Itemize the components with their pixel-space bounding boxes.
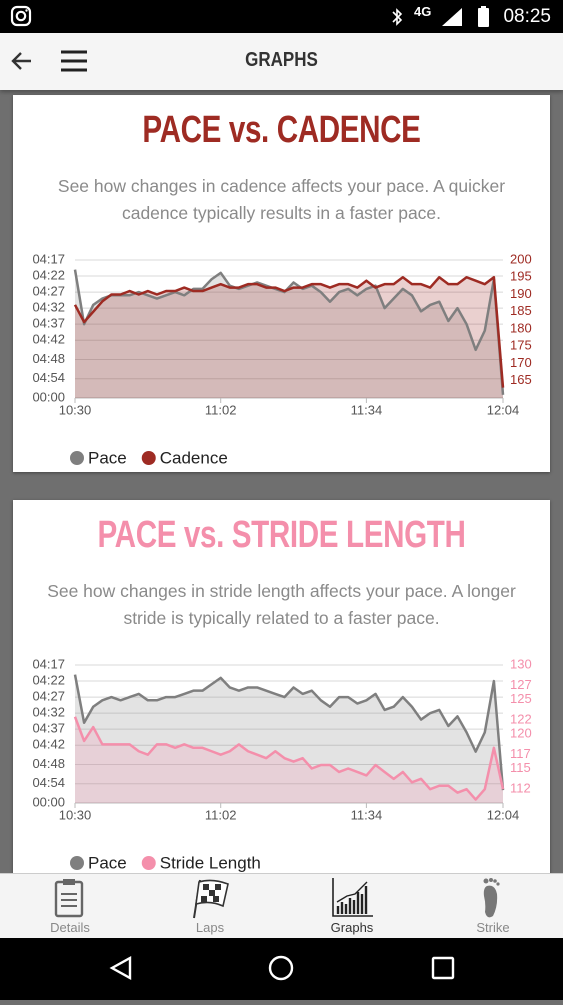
nav-strike[interactable]: Strike <box>423 874 563 938</box>
app-header: GRAPHS <box>0 33 563 90</box>
y2-tick-label: 165 <box>510 372 532 387</box>
y-tick-label: 00:00 <box>32 389 65 404</box>
legend-swatch <box>141 856 156 870</box>
chart-title: PACE vs. STRIDE LENGTH <box>97 514 466 556</box>
chart-title: PACE vs. CADENCE <box>142 109 421 151</box>
y-tick-label: 04:42 <box>32 737 65 752</box>
nav-details[interactable]: Details <box>0 874 140 938</box>
system-nav <box>0 937 563 1000</box>
y2-tick-label: 115 <box>510 760 531 775</box>
series-line <box>73 276 505 388</box>
graphs-icon <box>332 878 373 917</box>
nav-label: Graphs <box>330 920 374 935</box>
x-tick-label: 12:04 <box>487 807 520 822</box>
nav-label: Laps <box>195 920 225 935</box>
legend-swatch <box>141 451 156 465</box>
y-tick-label: 00:00 <box>32 794 65 809</box>
home-key[interactable] <box>268 955 294 981</box>
y2-tick-label: 112 <box>510 781 531 796</box>
legend-swatch <box>70 451 84 465</box>
legend-label: Stride Length <box>160 853 261 872</box>
y-tick-label: 04:27 <box>32 284 65 299</box>
legend-label: Pace <box>88 853 127 872</box>
chart-subtitle: See how changes in stride length affects… <box>47 581 516 628</box>
recents-key[interactable] <box>431 956 455 980</box>
y2-tick-label: 200 <box>510 251 532 266</box>
series-area <box>75 269 503 398</box>
back-key[interactable] <box>109 955 132 981</box>
y-tick-label: 04:32 <box>32 705 65 720</box>
y-tick-label: 04:42 <box>32 332 65 347</box>
y2-tick-label: 130 <box>510 656 532 671</box>
menu-button[interactable] <box>58 46 90 76</box>
y2-tick-label: 180 <box>510 320 532 335</box>
chart-card: PACE vs. CADENCE See how changes in caden… <box>13 95 550 472</box>
x-tick-label: 10:30 <box>59 807 92 822</box>
details-icon <box>54 879 84 918</box>
series-line <box>73 674 505 791</box>
graphs-list: PACE vs. CADENCE See how changes in caden… <box>0 90 563 873</box>
y-tick-label: 04:17 <box>32 251 65 266</box>
instagram-icon <box>10 5 32 27</box>
y-tick-label: 04:48 <box>32 351 65 366</box>
laps-icon <box>193 879 229 919</box>
nav-label: Details <box>50 920 90 935</box>
y-tick-label: 04:22 <box>32 267 65 282</box>
page-title: GRAPHS <box>245 49 318 71</box>
y-tick-label: 04:54 <box>32 370 65 385</box>
nav-laps[interactable]: Laps <box>140 874 280 938</box>
series-area <box>75 674 503 803</box>
chart-subtitle: See how changes in cadence affects your … <box>57 176 506 223</box>
signal-battery <box>442 6 489 27</box>
x-tick-label: 11:34 <box>351 807 383 822</box>
y-tick-label: 04:27 <box>32 689 65 704</box>
legend-swatch <box>70 856 84 870</box>
y2-tick-label: 175 <box>510 338 532 353</box>
series-line <box>73 269 505 395</box>
status-bar: 4G 08:25 <box>0 0 563 33</box>
legend-label: Pace <box>88 448 127 467</box>
bottom-nav: Details Laps Graphs Strike <box>0 873 563 938</box>
y-tick-label: 04:37 <box>32 721 65 736</box>
y2-tick-label: 120 <box>510 725 532 740</box>
series-area <box>75 277 503 398</box>
y2-tick-label: 122 <box>510 712 532 727</box>
chart-card: PACE vs. STRIDE LENGTH See how changes in… <box>13 500 550 873</box>
x-tick-label: 11:02 <box>205 807 237 822</box>
y-tick-label: 04:37 <box>32 316 65 331</box>
series-line <box>73 716 505 801</box>
y2-tick-label: 190 <box>510 286 532 301</box>
legend-label: Cadence <box>160 448 228 467</box>
y-tick-label: 04:48 <box>32 756 65 771</box>
bluetooth-icon <box>392 8 403 26</box>
strike-icon <box>483 878 500 918</box>
y2-tick-label: 195 <box>510 269 532 284</box>
y-tick-label: 04:54 <box>32 775 65 790</box>
y2-tick-label: 117 <box>510 746 531 761</box>
y-tick-label: 04:32 <box>32 300 65 315</box>
nav-label: Strike <box>476 920 510 935</box>
y-tick-label: 04:17 <box>32 656 65 671</box>
x-tick-label: 11:02 <box>205 402 237 417</box>
clock: 08:25 <box>503 6 551 27</box>
x-tick-label: 11:34 <box>351 402 383 417</box>
back-button[interactable] <box>7 46 37 76</box>
nav-graphs[interactable]: Graphs <box>282 874 422 938</box>
y-tick-label: 04:22 <box>32 672 65 687</box>
network-label: 4G <box>414 4 432 19</box>
y2-tick-label: 185 <box>510 303 532 318</box>
x-tick-label: 12:04 <box>487 402 520 417</box>
y2-tick-label: 127 <box>510 677 532 692</box>
x-tick-label: 10:30 <box>59 402 92 417</box>
y2-tick-label: 125 <box>510 691 532 706</box>
y2-tick-label: 170 <box>510 355 532 370</box>
system-buttons <box>109 955 455 981</box>
